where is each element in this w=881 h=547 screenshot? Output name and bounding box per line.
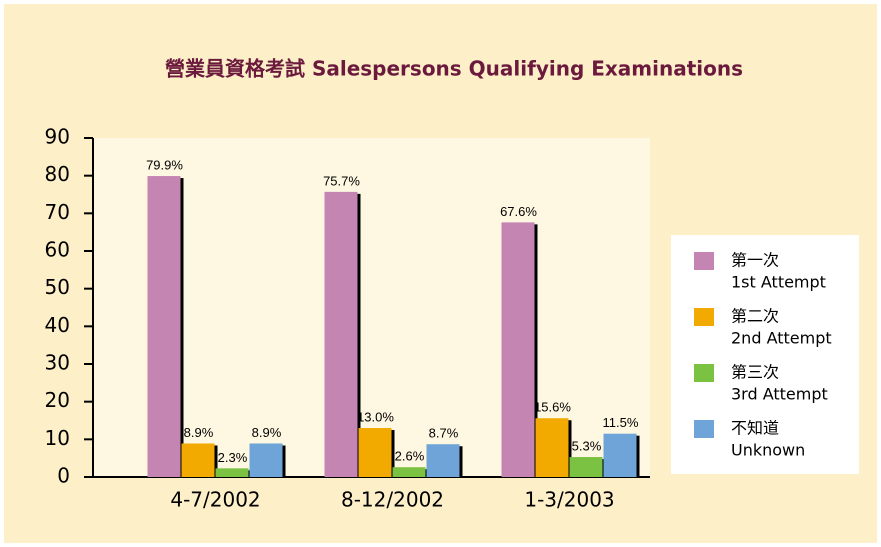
legend-label: 第三次 <box>731 363 779 382</box>
y-tick-label: 90 <box>45 125 70 149</box>
x-tick-label: 4-7/2002 <box>170 488 260 512</box>
y-tick-label: 0 <box>57 464 70 488</box>
legend-swatch <box>694 364 714 382</box>
y-tick-label: 30 <box>45 351 70 375</box>
legend-swatch <box>694 308 714 326</box>
bar <box>358 428 392 477</box>
bar <box>324 191 358 477</box>
value-label: 11.5% <box>603 415 639 430</box>
value-label: 67.6% <box>500 204 537 219</box>
value-label: 8.9% <box>252 425 282 440</box>
value-label: 2.3% <box>218 450 248 465</box>
bar <box>535 418 569 477</box>
bar <box>426 444 460 477</box>
legend-label: 第二次 <box>731 307 779 326</box>
value-label: 75.7% <box>323 173 360 188</box>
value-label: 15.6% <box>534 400 571 415</box>
value-label: 8.7% <box>429 426 459 441</box>
y-tick-label: 10 <box>45 426 70 450</box>
legend-label: 1st Attempt <box>731 273 826 292</box>
y-tick-label: 50 <box>45 275 70 299</box>
bar <box>569 457 603 477</box>
x-tick-label: 1-3/2003 <box>524 488 614 512</box>
bar-shadow <box>391 430 395 477</box>
bar-shadow <box>180 178 184 477</box>
bar <box>249 443 283 477</box>
bar <box>147 176 181 477</box>
bar <box>215 468 249 477</box>
legend-label: Unknown <box>731 441 805 460</box>
legend-swatch <box>694 420 714 438</box>
value-label: 79.9% <box>146 157 183 172</box>
y-tick-label: 80 <box>45 162 70 186</box>
bar-shadow <box>214 445 218 477</box>
bar-shadow <box>357 193 361 477</box>
bar <box>501 222 535 477</box>
legend-swatch <box>694 252 714 270</box>
bar-shadow <box>534 224 538 477</box>
value-label: 13.0% <box>357 409 394 424</box>
chart-title: 營業員資格考試 Salespersons Qualifying Examinat… <box>165 57 743 81</box>
legend-box <box>671 235 859 474</box>
legend-label: 2nd Attempt <box>731 329 832 348</box>
bar-shadow <box>568 420 572 477</box>
y-tick-label: 70 <box>45 200 70 224</box>
legend-label: 第一次 <box>731 251 779 270</box>
y-tick-label: 20 <box>45 388 70 412</box>
x-tick-label: 8-12/2002 <box>341 488 444 512</box>
bar-shadow <box>636 435 640 477</box>
bar <box>181 443 215 477</box>
legend-label: 3rd Attempt <box>731 385 828 404</box>
bar-shadow <box>282 445 286 477</box>
y-tick-label: 40 <box>45 313 70 337</box>
value-label: 8.9% <box>184 425 214 440</box>
bar-shadow <box>459 446 463 477</box>
bar <box>603 433 637 477</box>
legend-label: 不知道 <box>731 419 779 438</box>
value-label: 5.3% <box>572 438 602 453</box>
value-label: 2.6% <box>395 449 425 464</box>
y-tick-label: 60 <box>45 238 70 262</box>
bar <box>392 467 426 477</box>
